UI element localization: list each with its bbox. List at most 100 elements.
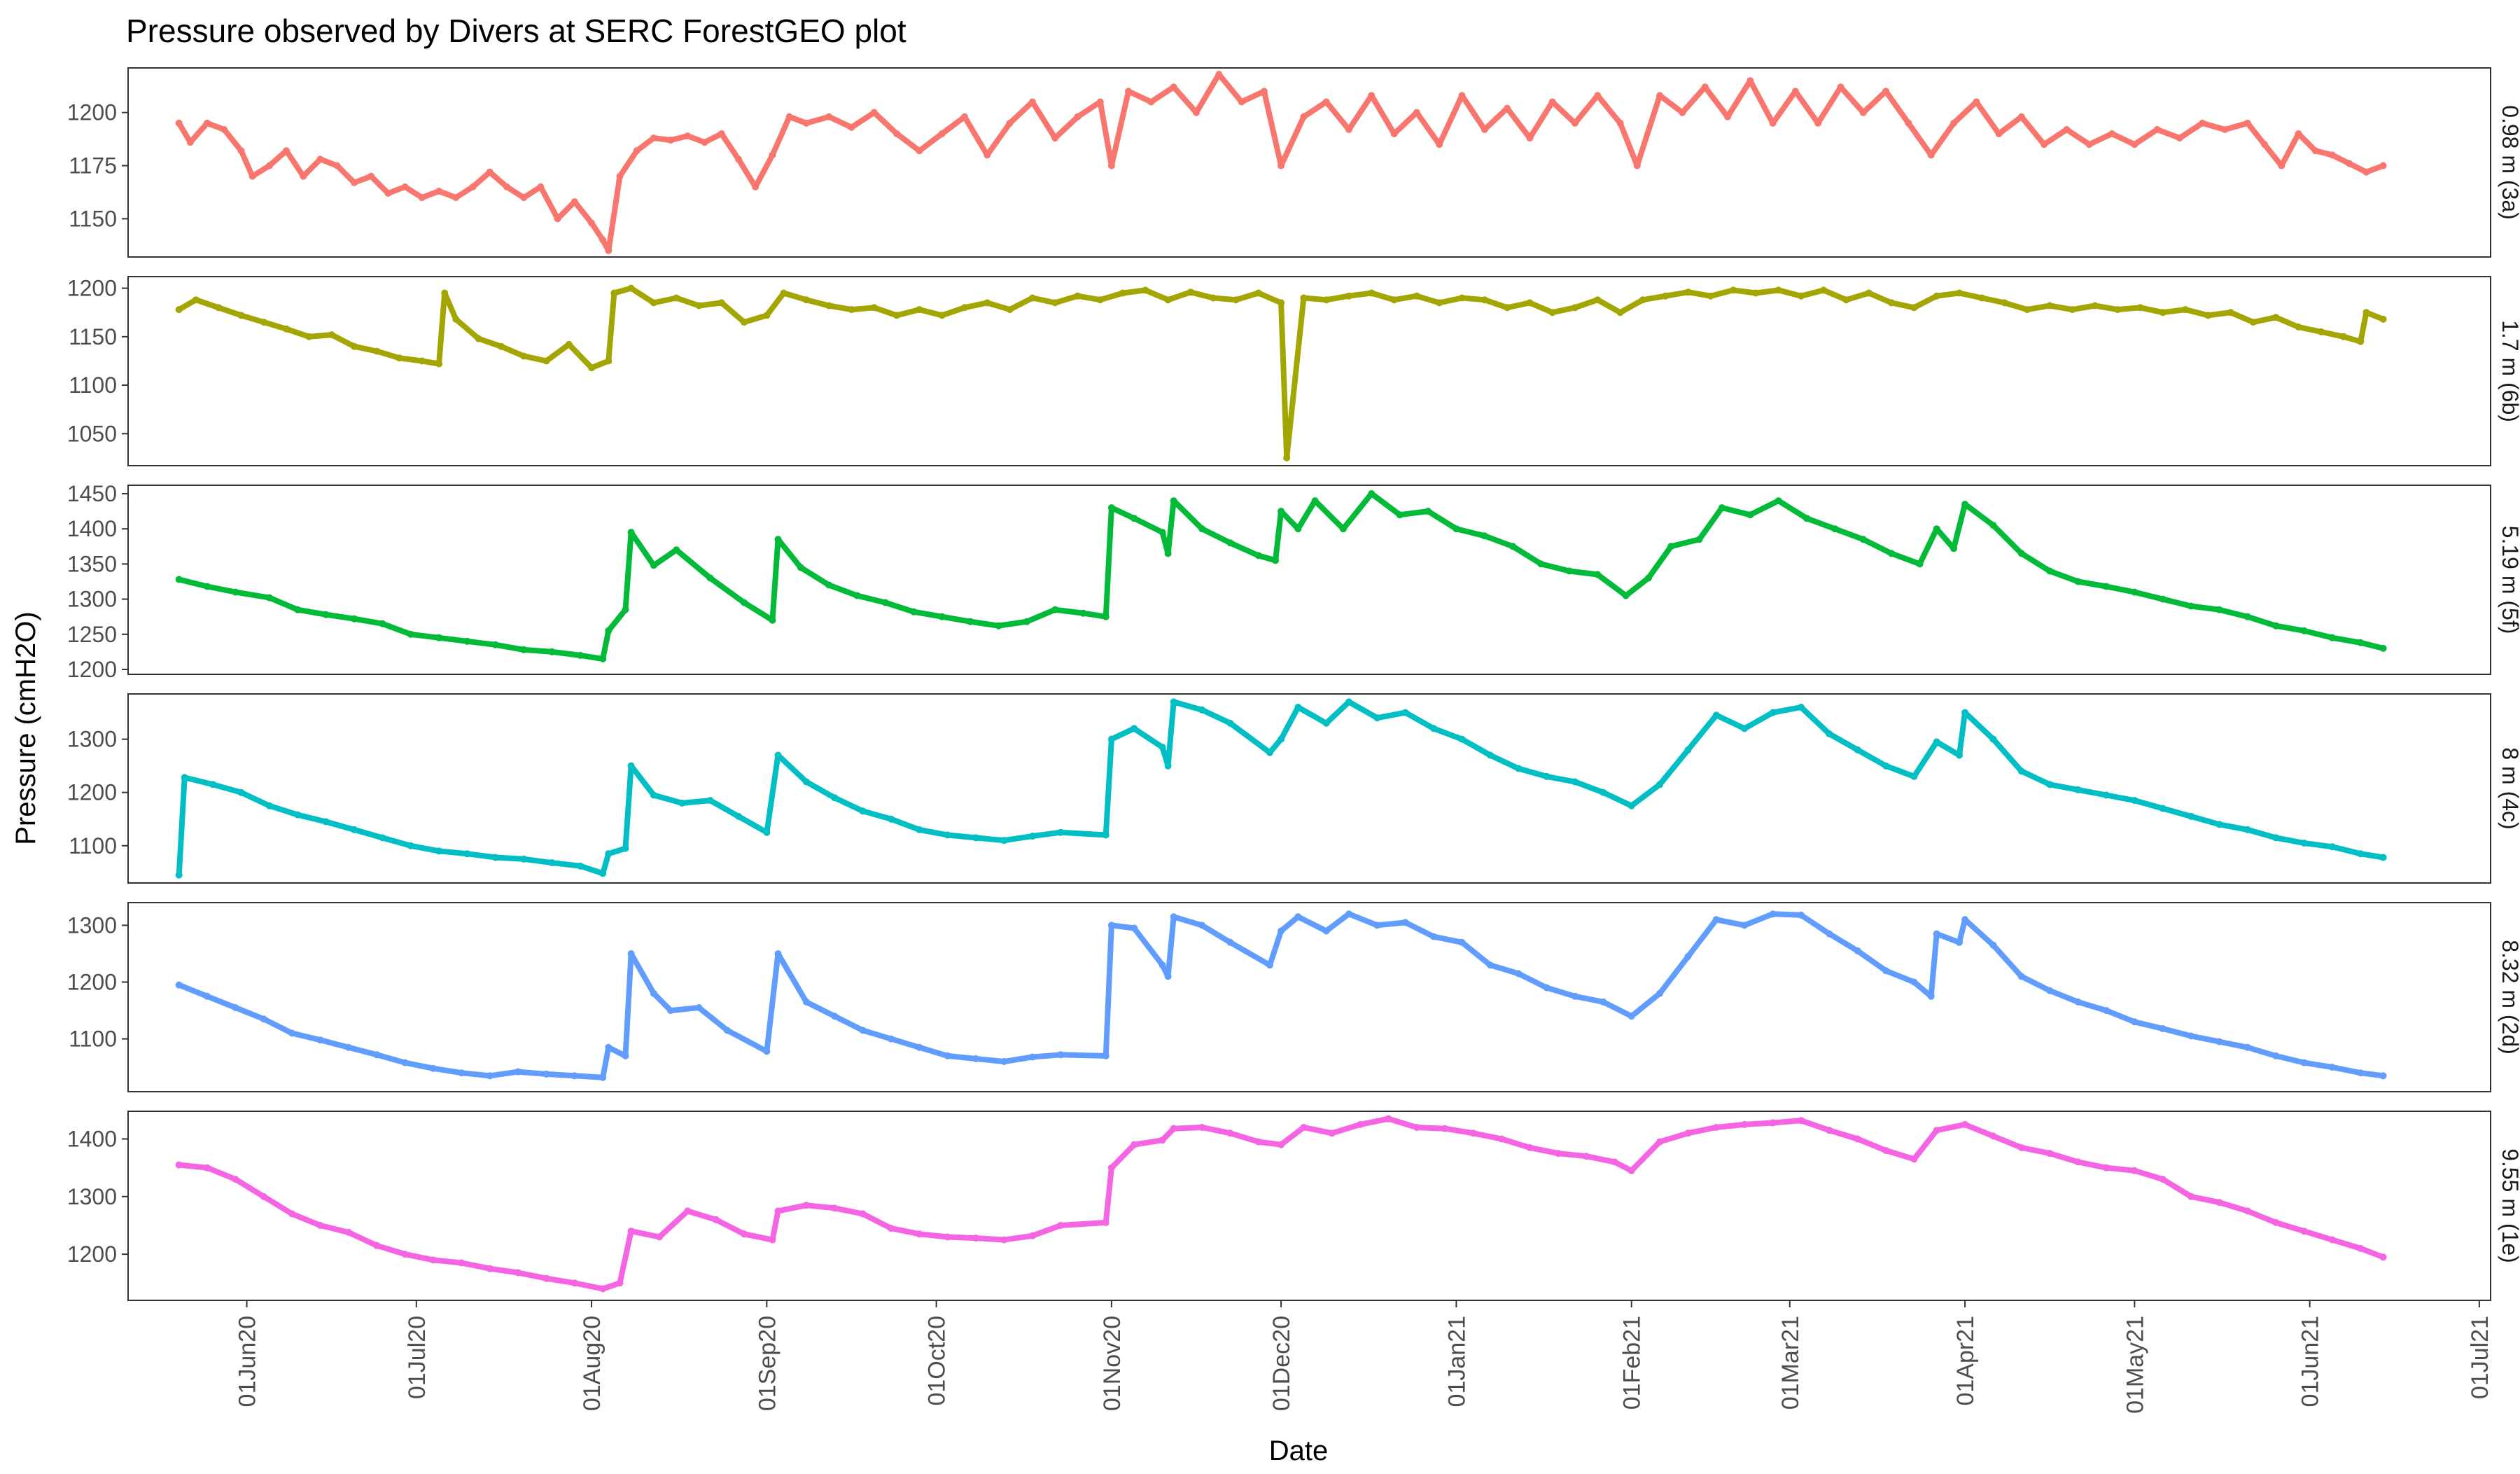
data-point	[695, 302, 703, 310]
data-point	[407, 630, 414, 638]
data-point	[825, 302, 833, 310]
data-point	[2074, 578, 2082, 585]
data-point	[1515, 765, 1522, 772]
data-point	[475, 335, 482, 342]
data-point	[2295, 130, 2302, 137]
data-point	[2357, 639, 2365, 646]
y-tick-label: 1200	[67, 970, 117, 995]
data-point	[2328, 1236, 2336, 1244]
data-point	[1572, 778, 1578, 786]
data-point	[1798, 704, 1805, 711]
panel-2: 1050 1100 1150 1200 1.7 m (6b)	[67, 276, 2520, 466]
data-point	[1504, 304, 1511, 312]
data-point	[463, 850, 471, 858]
data-point	[1396, 511, 1404, 519]
data-point	[368, 172, 375, 180]
data-point	[797, 564, 804, 571]
data-point	[1074, 113, 1082, 120]
data-point	[667, 137, 675, 144]
data-point	[237, 147, 245, 155]
data-point	[944, 1233, 951, 1241]
data-point	[294, 606, 302, 613]
data-point	[944, 1052, 951, 1059]
panel-border	[127, 485, 2491, 675]
data-point	[706, 797, 714, 805]
data-point	[870, 304, 878, 312]
data-point	[1198, 1124, 1206, 1131]
data-point	[2153, 126, 2161, 133]
data-point	[627, 950, 635, 957]
data-point	[2346, 160, 2353, 167]
data-point	[520, 352, 528, 360]
data-point	[1238, 98, 1245, 106]
data-point	[2017, 1143, 2025, 1151]
data-point	[1102, 831, 1110, 839]
data-point	[1826, 1127, 1833, 1134]
data-point	[774, 751, 782, 759]
data-point	[1096, 296, 1104, 304]
data-point	[1469, 1129, 1477, 1137]
data-point	[752, 183, 760, 190]
data-point	[316, 1036, 324, 1044]
y-tick-label: 1150	[69, 324, 117, 349]
data-point	[1028, 1232, 1036, 1239]
data-point	[1888, 299, 1896, 307]
x-axis: 01Jun20 01Jul20 01Aug20 01Sep20 01Oct20 01Nov…	[234, 1300, 2493, 1414]
data-point	[1215, 71, 1223, 78]
data-point	[2328, 843, 2336, 851]
data-point	[1486, 961, 1494, 969]
data-point	[1278, 735, 1285, 743]
data-point	[248, 172, 256, 180]
data-point	[2295, 324, 2302, 331]
data-point	[1368, 92, 1376, 99]
data-point	[265, 802, 273, 809]
data-point	[2182, 306, 2189, 314]
data-point	[344, 1228, 352, 1236]
data-point	[1956, 289, 1963, 297]
data-point	[1933, 930, 1940, 938]
data-point	[1057, 1222, 1065, 1229]
data-point	[1023, 618, 1030, 625]
data-point	[1390, 296, 1398, 304]
data-point	[735, 812, 742, 820]
data-point	[1814, 119, 1822, 127]
data-point	[910, 608, 918, 616]
data-point	[1616, 119, 1624, 127]
x-tick-label: 01Sep20	[754, 1316, 780, 1411]
data-point	[916, 1043, 923, 1051]
data-point	[2362, 168, 2370, 176]
data-point	[373, 1242, 381, 1249]
data-point	[605, 246, 612, 254]
data-point	[769, 616, 776, 624]
data-point	[2221, 126, 2229, 133]
data-point	[1436, 299, 1443, 307]
data-point	[944, 831, 951, 839]
data-point	[351, 342, 358, 350]
data-point	[1803, 515, 1810, 522]
data-point	[2063, 126, 2071, 133]
series-line	[176, 491, 2386, 662]
data-point	[1107, 504, 1115, 512]
data-point	[1254, 552, 1262, 559]
data-point	[1633, 162, 1641, 169]
data-point	[1718, 504, 1726, 512]
data-point	[1057, 828, 1065, 836]
data-point	[491, 641, 499, 648]
data-point	[2362, 309, 2370, 317]
y-tick-label: 1150	[69, 206, 117, 231]
data-point	[435, 188, 443, 195]
data-point	[542, 1274, 550, 1282]
data-point	[769, 1236, 776, 1244]
data-point	[175, 871, 183, 879]
data-point	[1961, 501, 1969, 508]
data-point	[1254, 289, 1262, 297]
x-tick-label: 01Oct20	[924, 1316, 951, 1406]
data-point	[2379, 1072, 2387, 1080]
data-point	[2017, 113, 2025, 120]
data-point	[2074, 786, 2082, 793]
data-point	[1164, 762, 1172, 770]
data-point	[1226, 539, 1234, 547]
data-point	[2328, 1064, 2336, 1071]
data-point	[616, 172, 624, 180]
